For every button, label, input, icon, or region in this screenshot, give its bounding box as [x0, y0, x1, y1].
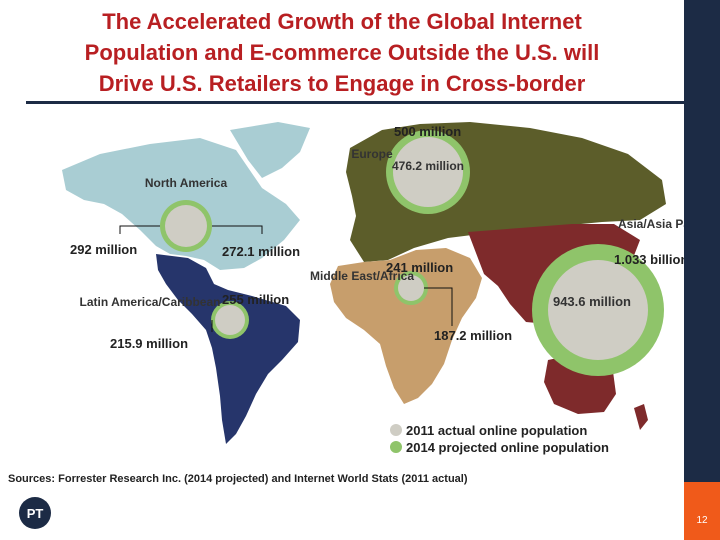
- title-line-1: The Accelerated Growth of the Global Int…: [102, 9, 582, 34]
- value-la-2014: 255 million: [222, 292, 289, 307]
- page-number-box: 12: [684, 482, 720, 540]
- legend-actual-swatch: [390, 424, 402, 436]
- latin-america-shape: [156, 254, 300, 444]
- na-leader-left: [119, 225, 160, 234]
- label-asia-pacific: Asia/Asia Pacific/Oceania: [618, 217, 684, 231]
- na-leader-right: [212, 225, 263, 234]
- right-accent-bar: [684, 0, 720, 482]
- legend-projected-label: 2014 projected online population: [406, 440, 609, 455]
- ap-actual-circle: [548, 260, 648, 360]
- me-actual-circle: [398, 275, 424, 301]
- value-eu-2014: 500 million: [394, 124, 461, 139]
- title-divider: [26, 101, 684, 104]
- legend-projected-swatch: [390, 441, 402, 453]
- value-me-2011: 187.2 million: [434, 328, 512, 343]
- title-line-3: Drive U.S. Retailers to Engage in Cross-…: [98, 71, 586, 96]
- slide-title: The Accelerated Growth of the Global Int…: [10, 6, 674, 99]
- svg-text:PT: PT: [27, 506, 44, 521]
- title-line-2: Population and E-commerce Outside the U.…: [84, 40, 600, 65]
- page-number: 12: [696, 515, 708, 526]
- new-zealand-shape: [634, 404, 648, 430]
- label-north-america-1: North America: [145, 176, 228, 190]
- label-europe: Europe: [351, 147, 393, 161]
- label-middle-east-africa: Middle East/Africa: [310, 269, 414, 283]
- eu-actual-circle: [393, 137, 463, 207]
- la-actual-circle: [215, 305, 245, 335]
- value-me-2014: 241 million: [386, 260, 453, 275]
- value-eu-2011: 476.2 million: [392, 159, 464, 173]
- me-leader: [424, 287, 453, 326]
- value-ap-2011: 943.6 million: [553, 294, 631, 309]
- pt-logo: PT: [19, 497, 51, 529]
- sources-note: Sources: Forrester Research Inc. (2014 p…: [8, 473, 468, 485]
- middle-east-africa-shape: [330, 248, 482, 404]
- value-na-2014: 292 million: [70, 242, 137, 257]
- world-map: North America Europe Latin America/Carib…: [62, 122, 684, 455]
- label-latin-america: Latin America/Caribbean: [80, 295, 221, 309]
- legend-actual-label: 2011 actual online population: [406, 423, 587, 438]
- greenland-shape: [230, 122, 310, 178]
- value-ap-2014: 1.033 billion: [614, 252, 684, 267]
- na-actual-circle: [165, 205, 207, 247]
- value-la-2011: 215.9 million: [110, 336, 188, 351]
- value-na-2011: 272.1 million: [222, 244, 300, 259]
